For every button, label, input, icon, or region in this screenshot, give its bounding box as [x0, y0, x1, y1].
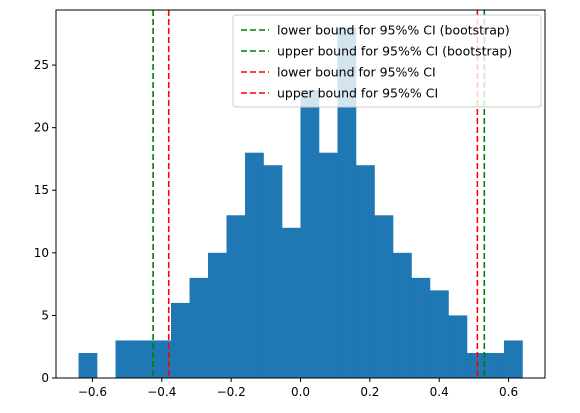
histogram-bar-10	[263, 165, 283, 378]
histogram-bar-16	[374, 215, 394, 378]
histogram-bar-9	[245, 152, 264, 378]
x-tick-label-6: 0.6	[499, 385, 518, 399]
ci-lines	[152, 10, 486, 378]
histogram-bar-3	[134, 340, 153, 378]
histogram-bar-2	[115, 340, 135, 378]
histogram-bar-0	[78, 352, 98, 378]
histogram-bar-13	[318, 152, 338, 378]
histogram-bar-15	[355, 165, 375, 378]
histogram-bar-19	[429, 290, 449, 378]
x-tick-label-4: 0.2	[360, 385, 379, 399]
x-axis-ticks: −0.6 −0.4 −0.2 0.0 0.2 0.4 0.6	[78, 378, 518, 399]
x-tick-label-0: −0.6	[78, 385, 107, 399]
histogram-bar-7	[208, 252, 227, 378]
y-tick-label-5: 25	[34, 58, 49, 72]
y-tick-label-1: 5	[41, 308, 49, 322]
histogram-bar-12	[300, 90, 320, 379]
histogram-bar-20	[448, 315, 468, 378]
y-tick-label-0: 0	[41, 371, 49, 385]
histogram-bar-22	[485, 352, 505, 378]
y-tick-label-3: 15	[34, 183, 49, 197]
histogram-bars	[78, 27, 523, 379]
histogram-bar-14	[337, 27, 357, 379]
histogram-bar-11	[282, 227, 301, 378]
histogram-bar-8	[226, 215, 246, 378]
x-tick-label-3: 0.0	[291, 385, 310, 399]
legend-label-2: lower bound for 95%% CI	[277, 65, 436, 80]
legend-label-3: upper bound for 95%% CI	[277, 86, 438, 101]
y-tick-label-2: 10	[34, 246, 49, 260]
histogram-bar-17	[392, 252, 412, 378]
y-axis-ticks: 0 5 10 15 20 25	[34, 58, 56, 385]
histogram-bar-5	[171, 302, 190, 378]
histogram-bar-23	[503, 340, 523, 378]
legend-box	[232, 14, 542, 108]
histogram-bar-4	[152, 340, 172, 378]
x-tick-label-2: −0.2	[217, 385, 246, 399]
histogram-bar-21	[466, 352, 486, 378]
legend-label-1: upper bound for 95%% CI (bootstrap)	[277, 44, 512, 59]
x-tick-label-1: −0.4	[147, 385, 176, 399]
x-tick-label-5: 0.4	[430, 385, 449, 399]
legend-label-0: lower bound for 95%% CI (bootstrap)	[277, 23, 510, 38]
histogram-bar-18	[411, 277, 431, 378]
legend: lower bound for 95%% CI (bootstrap) upper…	[232, 14, 542, 108]
histogram-bar-6	[189, 277, 209, 378]
y-tick-label-4: 20	[34, 121, 49, 135]
